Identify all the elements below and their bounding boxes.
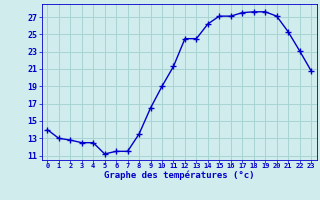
- X-axis label: Graphe des températures (°c): Graphe des températures (°c): [104, 170, 254, 180]
